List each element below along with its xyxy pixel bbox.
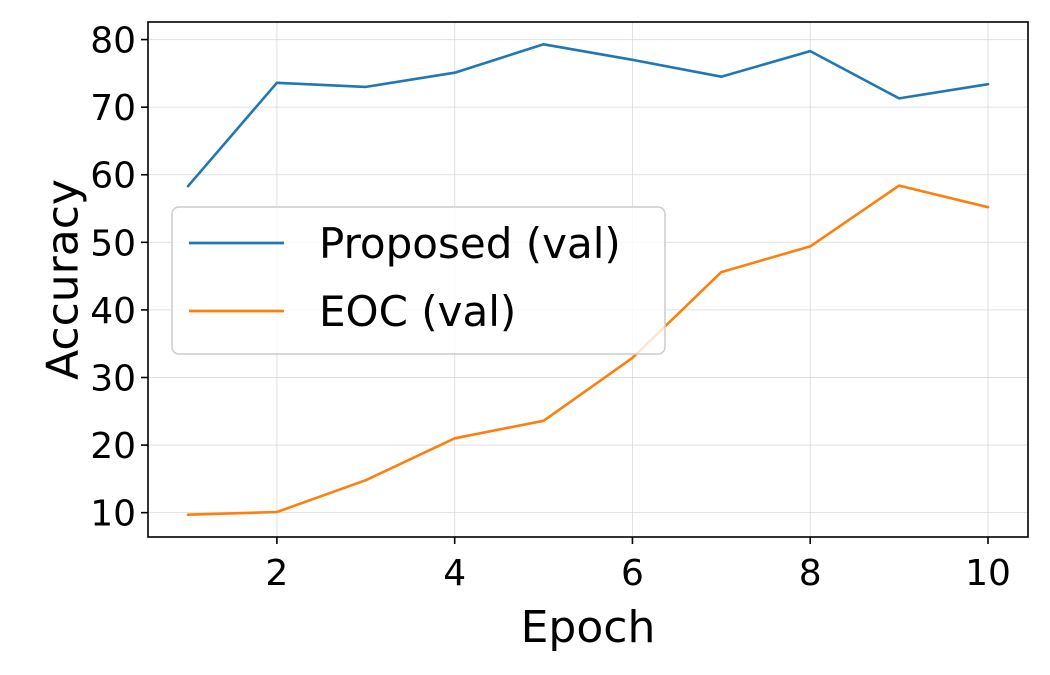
legend: Proposed (val) EOC (val) — [171, 206, 666, 355]
x-tick-label: 6 — [621, 553, 644, 594]
y-tick-label: 30 — [90, 358, 136, 399]
series-line-1 — [186, 42, 990, 188]
legend-label-1: Proposed (val) — [319, 219, 621, 268]
legend-label-2: EOC (val) — [319, 287, 516, 336]
y-tick-label: 10 — [90, 494, 136, 535]
legend-box — [171, 206, 666, 355]
y-tick-label: 20 — [90, 426, 136, 467]
x-tick-label: 2 — [265, 553, 288, 594]
y-tick-label: 40 — [90, 291, 136, 332]
x-axis-title: Epoch — [521, 602, 656, 653]
y-tick-label: 60 — [90, 156, 136, 197]
plot-frame — [147, 21, 1029, 538]
axis-ticks: 2 4 6 8 10 10 20 30 40 50 60 70 80 — [90, 21, 1011, 594]
y-tick-label: 80 — [90, 21, 136, 62]
y-tick-label: 50 — [90, 223, 136, 264]
series-lines — [186, 42, 990, 517]
y-tick-label: 70 — [90, 88, 136, 129]
x-tick-label: 10 — [965, 553, 1011, 594]
x-tick-label: 8 — [799, 553, 822, 594]
x-tick-label: 4 — [443, 553, 466, 594]
series-line-2 — [186, 184, 990, 517]
y-axis-title: Accuracy — [37, 179, 88, 380]
